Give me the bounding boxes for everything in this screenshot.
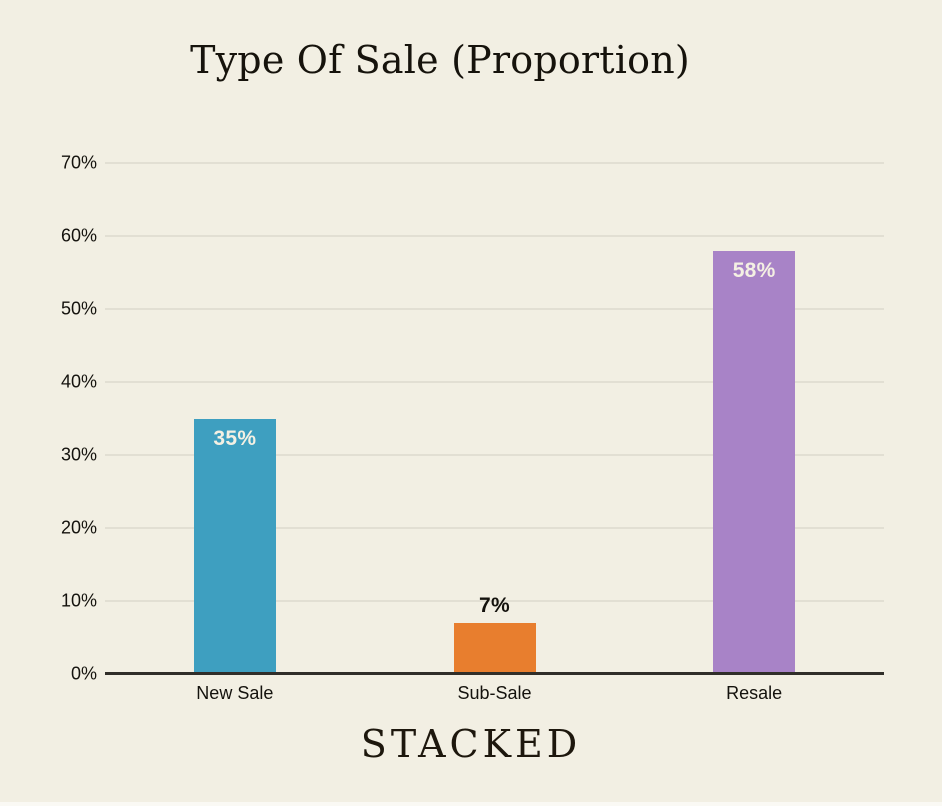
- y-tick-label-70: 70%: [60, 152, 97, 173]
- stacked-logo: STACKED: [360, 722, 582, 766]
- gridline-50: [105, 308, 884, 310]
- bar-new-sale[interactable]: [193, 418, 276, 674]
- bar-resale[interactable]: [713, 250, 796, 674]
- y-tick-label-50: 50%: [60, 298, 97, 319]
- gridline-70: [105, 162, 884, 164]
- y-tick-label-30: 30%: [60, 444, 97, 465]
- y-tick-label-10: 10%: [60, 590, 97, 611]
- y-tick-label-0: 0%: [70, 663, 97, 684]
- x-tick-label-sub-sale: Sub-Sale: [457, 683, 532, 703]
- bar-value-label-new-sale: 35%: [213, 426, 257, 450]
- x-axis-line: [105, 672, 884, 675]
- y-tick-label-40: 40%: [60, 371, 97, 392]
- plot-area: 35% 7% 58%: [105, 162, 884, 675]
- bar-value-label-resale: 58%: [732, 258, 776, 282]
- y-tick-label-60: 60%: [60, 225, 97, 246]
- y-axis-labels: 0% 10% 20% 30% 40% 50% 60% 70%: [0, 153, 97, 684]
- bar-value-label-sub-sale: 7%: [479, 593, 510, 617]
- gridline-60: [105, 235, 884, 237]
- gridline-10: [105, 600, 884, 602]
- chart-title: Type Of Sale (Proportion): [190, 38, 690, 82]
- x-tick-label-resale: Resale: [726, 683, 783, 703]
- bottom-edge-strip: [0, 802, 942, 806]
- bar-sub-sale[interactable]: [453, 622, 536, 674]
- gridline-30: [105, 454, 884, 456]
- x-tick-label-new-sale: New Sale: [196, 683, 274, 703]
- x-axis-labels: New Sale Sub-Sale Resale: [105, 683, 884, 707]
- y-tick-label-20: 20%: [60, 517, 97, 538]
- gridline-40: [105, 381, 884, 383]
- gridline-20: [105, 527, 884, 529]
